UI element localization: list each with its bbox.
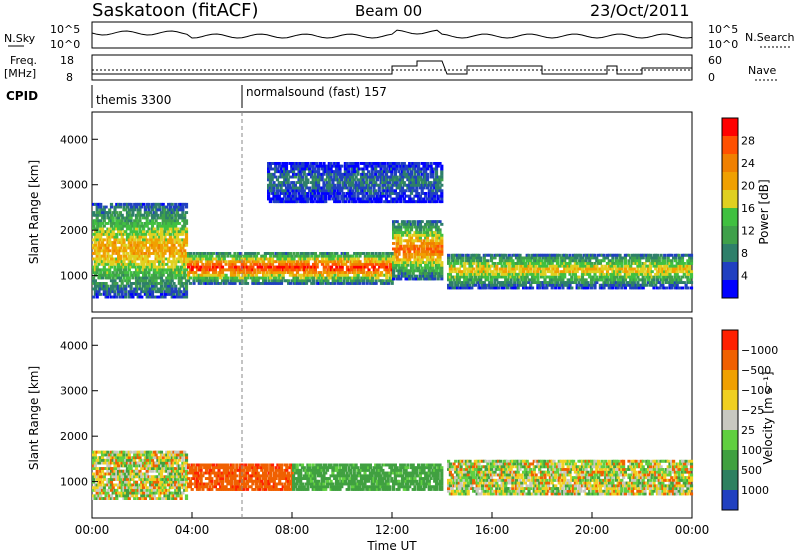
colorbar-tick-label: 1000	[741, 484, 769, 497]
x-tick-label: 16:00	[475, 523, 510, 537]
velocity-colorbar: 1000 500 100 25 −25 −100 −500 −1000	[721, 329, 778, 511]
heatmap-feature	[92, 202, 189, 299]
colorbar-swatch	[722, 430, 738, 450]
colorbar-tick-label: 16	[741, 202, 755, 215]
power-colorbar-label: Power [dB]	[757, 179, 771, 244]
colorbar-swatch	[722, 370, 738, 390]
power-panel: 1000 2000 3000 4000 Slant Range [km] 4 8 12 16…	[27, 111, 771, 313]
y-tick-label: 3000	[60, 179, 88, 192]
station-title: Saskatoon (fitACF)	[92, 0, 259, 21]
velocity-heatmap-cells	[92, 450, 694, 500]
y-tick-label: 4000	[60, 339, 88, 352]
colorbar-tick-label: 4	[741, 270, 748, 283]
power-y-ticks: 1000 2000 3000 4000	[60, 133, 98, 283]
power-heatmap-cells	[92, 162, 694, 299]
colorbar-swatch	[722, 490, 738, 510]
power-ylabel: Slant Range [km]	[27, 160, 41, 264]
y-tick-label: 2000	[60, 224, 88, 237]
heatmap-feature	[392, 220, 444, 281]
colorbar-swatch	[722, 226, 738, 244]
colorbar-swatch	[722, 350, 738, 370]
colorbar-swatch	[722, 410, 738, 430]
nsky-tick-top: 10^5	[50, 23, 80, 36]
colorbar-tick-label: −500	[741, 364, 771, 377]
freq-unit: [MHz]	[4, 67, 36, 80]
x-tick-label: 00:00	[75, 523, 110, 537]
colorbar-tick-label: 28	[741, 135, 755, 148]
nsearch-label: N.Search	[745, 31, 795, 44]
x-tick-label: 12:00	[375, 523, 410, 537]
colorbar-swatch	[722, 118, 738, 136]
colorbar-swatch	[722, 208, 738, 226]
colorbar-tick-label: −100	[741, 384, 771, 397]
heatmap-feature	[267, 162, 444, 204]
nsearch-tick-bottom: 10^0	[708, 38, 738, 51]
x-tick-label: 04:00	[175, 523, 210, 537]
beam-title: Beam 00	[355, 2, 422, 20]
colorbar-swatch	[722, 262, 738, 280]
heatmap-feature	[92, 450, 189, 500]
x-tick-label: 08:00	[275, 523, 310, 537]
colorbar-swatch	[722, 244, 738, 262]
colorbar-swatch	[722, 470, 738, 490]
freq-panel: Freq. [MHz] 18 8 60 0 Nave	[4, 54, 778, 84]
colorbar-tick-label: 500	[741, 464, 762, 477]
colorbar-tick-label: 20	[741, 180, 755, 193]
nsky-series	[91, 29, 693, 39]
y-tick-label: 1000	[60, 270, 88, 283]
nave-tick-bottom: 0	[708, 71, 715, 84]
y-tick-label: 3000	[60, 385, 88, 398]
colorbar-swatch	[722, 450, 738, 470]
heatmap-feature	[292, 463, 444, 491]
cpid-label: CPID	[6, 89, 38, 103]
y-tick-label: 2000	[60, 430, 88, 443]
freq-tick-top: 18	[60, 54, 74, 67]
colorbar-swatch	[722, 280, 738, 298]
x-tick-label: 20:00	[575, 523, 610, 537]
freq-tick-bottom: 8	[66, 71, 73, 84]
y-tick-label: 1000	[60, 476, 88, 489]
colorbar-tick-label: 25	[741, 424, 755, 437]
colorbar-tick-label: 24	[741, 157, 755, 170]
cpid-segment-2: normalsound (fast) 157	[246, 85, 387, 99]
nsky-tick-bottom: 10^0	[50, 38, 80, 51]
heatmap-feature	[447, 253, 694, 290]
velocity-colorbar-label: Velocity [m s⁻¹]	[761, 371, 775, 464]
nsearch-tick-top: 10^5	[708, 23, 738, 36]
nave-label: Nave	[748, 64, 776, 77]
freq-label: Freq.	[10, 54, 37, 67]
colorbar-swatch	[722, 390, 738, 410]
heatmap-feature	[187, 252, 394, 285]
colorbar-swatch	[722, 330, 738, 350]
colorbar-swatch	[722, 136, 738, 154]
nsky-panel: N.Sky 10^5 10^0 10^5 10^0 N.Search	[4, 21, 795, 51]
velocity-panel: 1000 2000 3000 4000 Slant Range [km] 1000 50…	[27, 317, 778, 519]
nsky-label: N.Sky	[4, 32, 36, 45]
velocity-y-ticks: 1000 2000 3000 4000	[60, 339, 98, 489]
velocity-ylabel: Slant Range [km]	[27, 366, 41, 470]
date-title: 23/Oct/2011	[590, 1, 690, 20]
colorbar-swatch	[722, 172, 738, 190]
freq-series	[92, 60, 692, 75]
x-axis-label: Time UT	[366, 539, 417, 553]
nave-tick-top: 60	[708, 54, 722, 67]
cpid-segment-1: themis 3300	[96, 93, 171, 107]
colorbar-tick-label: 100	[741, 444, 762, 457]
x-tick-label: 00:00	[675, 523, 710, 537]
y-tick-label: 4000	[60, 133, 88, 146]
colorbar-swatch	[722, 190, 738, 208]
colorbar-tick-label: −25	[741, 404, 764, 417]
colorbar-swatch	[722, 154, 738, 172]
colorbar-tick-label: 8	[741, 247, 748, 260]
power-colorbar: 4 8 12 16 20 24 28	[721, 117, 755, 299]
time-x-axis: 00:00 04:00 08:00 12:00 16:00 20:00 00:00	[75, 512, 710, 537]
heatmap-feature	[447, 459, 694, 496]
cpid-row: CPID themis 3300 normalsound (fast) 157	[6, 85, 387, 108]
colorbar-tick-label: −1000	[741, 344, 778, 357]
colorbar-tick-label: 12	[741, 225, 755, 238]
